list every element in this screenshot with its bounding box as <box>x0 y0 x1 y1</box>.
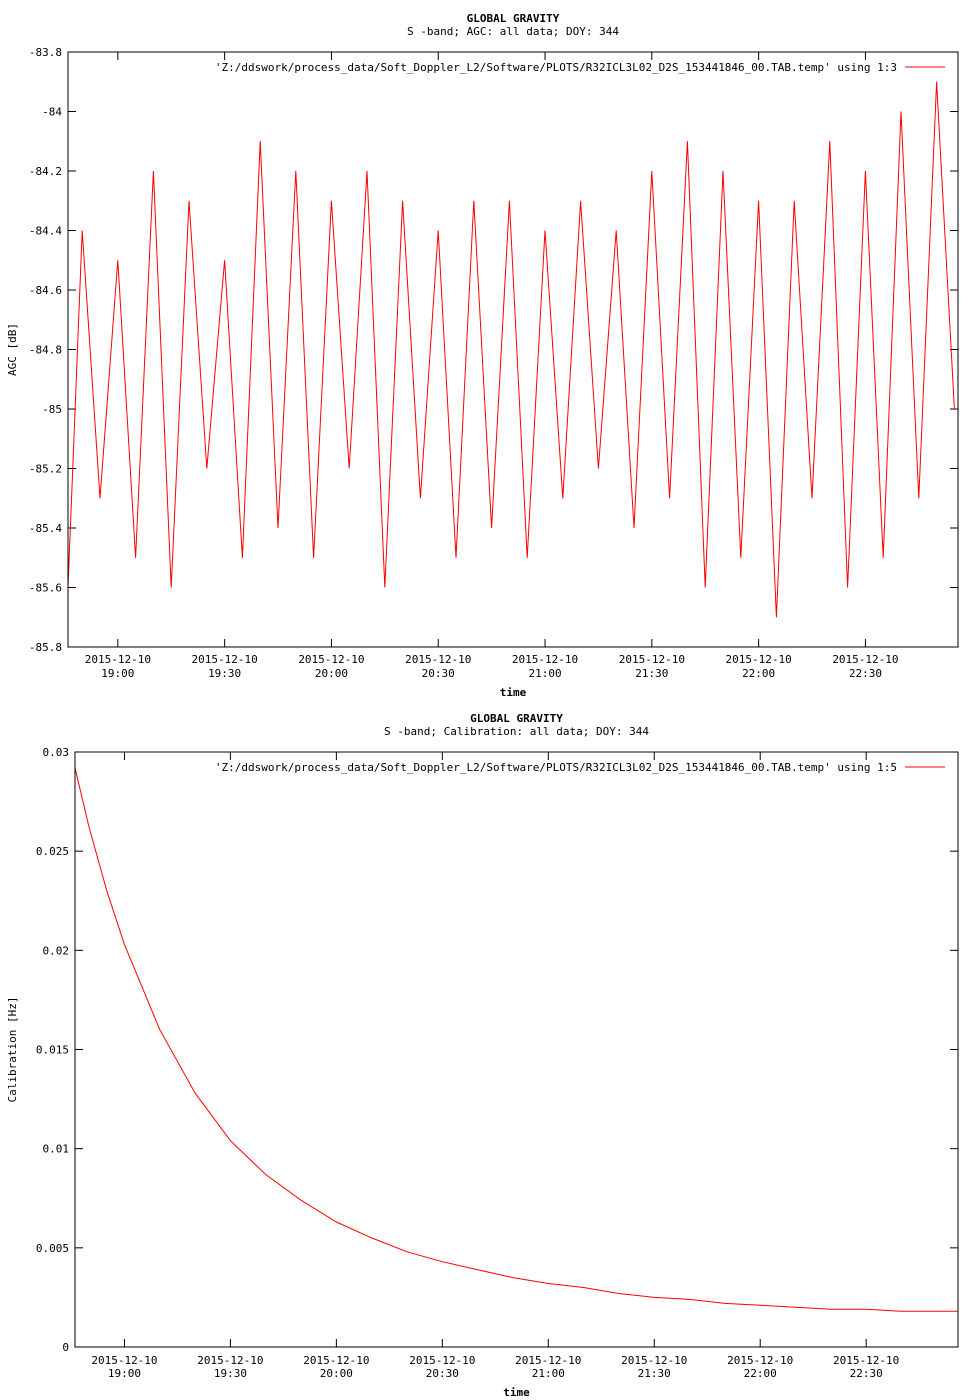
y-tick-label: -85 <box>42 403 62 416</box>
y-tick-label: 0.01 <box>43 1143 70 1156</box>
x-tick-label-time: 21:30 <box>635 667 668 680</box>
y-tick-label: -84.8 <box>29 344 62 357</box>
y-tick-label: -85.6 <box>29 582 62 595</box>
x-tick-label-time: 21:00 <box>528 667 561 680</box>
x-tick-label-time: 19:00 <box>101 667 134 680</box>
x-tick-label-date: 2015-12-10 <box>832 653 898 666</box>
y-tick-label: 0.03 <box>43 746 70 759</box>
x-tick-label-date: 2015-12-10 <box>405 653 471 666</box>
x-tick-label-date: 2015-12-10 <box>197 1354 263 1367</box>
x-tick-label-time: 21:00 <box>532 1367 565 1380</box>
x-tick-label-time: 20:30 <box>422 667 455 680</box>
x-tick-label-date: 2015-12-10 <box>727 1354 793 1367</box>
x-tick-label-date: 2015-12-10 <box>192 653 258 666</box>
y-tick-label: -83.8 <box>29 46 62 59</box>
x-tick-label-time: 19:30 <box>208 667 241 680</box>
y-tick-label: -85.4 <box>29 522 62 535</box>
x-tick-label-date: 2015-12-10 <box>298 653 364 666</box>
y-tick-label: -84 <box>42 106 62 119</box>
chart-subtitle: S -band; AGC: all data; DOY: 344 <box>407 25 619 38</box>
x-tick-label-date: 2015-12-10 <box>833 1354 899 1367</box>
x-tick-label-date: 2015-12-10 <box>621 1354 687 1367</box>
x-tick-label-time: 21:30 <box>638 1367 671 1380</box>
series-line-1 <box>68 81 955 618</box>
x-tick-label-time: 22:00 <box>744 1367 777 1380</box>
x-tick-label-time: 20:00 <box>320 1367 353 1380</box>
y-tick-label: 0.02 <box>43 944 70 957</box>
x-tick-label-date: 2015-12-10 <box>91 1354 157 1367</box>
x-tick-label-time: 22:30 <box>849 667 882 680</box>
y-tick-label: -85.8 <box>29 641 62 654</box>
x-axis-label: time <box>500 686 527 699</box>
y-tick-label: 0.025 <box>36 845 69 858</box>
x-tick-label-date: 2015-12-10 <box>303 1354 369 1367</box>
y-axis-label: AGC [dB] <box>6 323 19 376</box>
chart-title: GLOBAL GRAVITY <box>467 12 560 25</box>
x-tick-label-date: 2015-12-10 <box>619 653 685 666</box>
x-tick-label-time: 20:00 <box>315 667 348 680</box>
x-tick-label-time: 19:30 <box>214 1367 247 1380</box>
chart-title: GLOBAL GRAVITY <box>470 712 563 725</box>
y-tick-label: 0 <box>62 1341 69 1354</box>
y-tick-label: -85.2 <box>29 463 62 476</box>
x-tick-label-date: 2015-12-10 <box>85 653 151 666</box>
x-tick-label-date: 2015-12-10 <box>726 653 792 666</box>
y-tick-label: 0.015 <box>36 1044 69 1057</box>
x-tick-label-time: 20:30 <box>426 1367 459 1380</box>
y-axis-label: Calibration [Hz] <box>6 997 19 1103</box>
legend-label: 'Z:/ddswork/process_data/Soft_Doppler_L2… <box>215 61 897 74</box>
series-line-1 <box>75 767 958 1312</box>
x-axis-label: time <box>503 1386 530 1399</box>
x-tick-label-date: 2015-12-10 <box>512 653 578 666</box>
plot-frame <box>74 751 959 1348</box>
y-tick-label: -84.4 <box>29 225 62 238</box>
y-tick-label: -84.6 <box>29 284 62 297</box>
y-tick-label: -84.2 <box>29 165 62 178</box>
x-tick-label-date: 2015-12-10 <box>515 1354 581 1367</box>
plot-frame <box>67 51 959 648</box>
chart-subtitle: S -band; Calibration: all data; DOY: 344 <box>384 725 649 738</box>
x-tick-label-time: 22:00 <box>742 667 775 680</box>
legend-label: 'Z:/ddswork/process_data/Soft_Doppler_L2… <box>215 761 897 774</box>
x-tick-label-time: 19:00 <box>108 1367 141 1380</box>
x-tick-label-time: 22:30 <box>850 1367 883 1380</box>
x-tick-label-date: 2015-12-10 <box>409 1354 475 1367</box>
y-tick-label: 0.005 <box>36 1242 69 1255</box>
